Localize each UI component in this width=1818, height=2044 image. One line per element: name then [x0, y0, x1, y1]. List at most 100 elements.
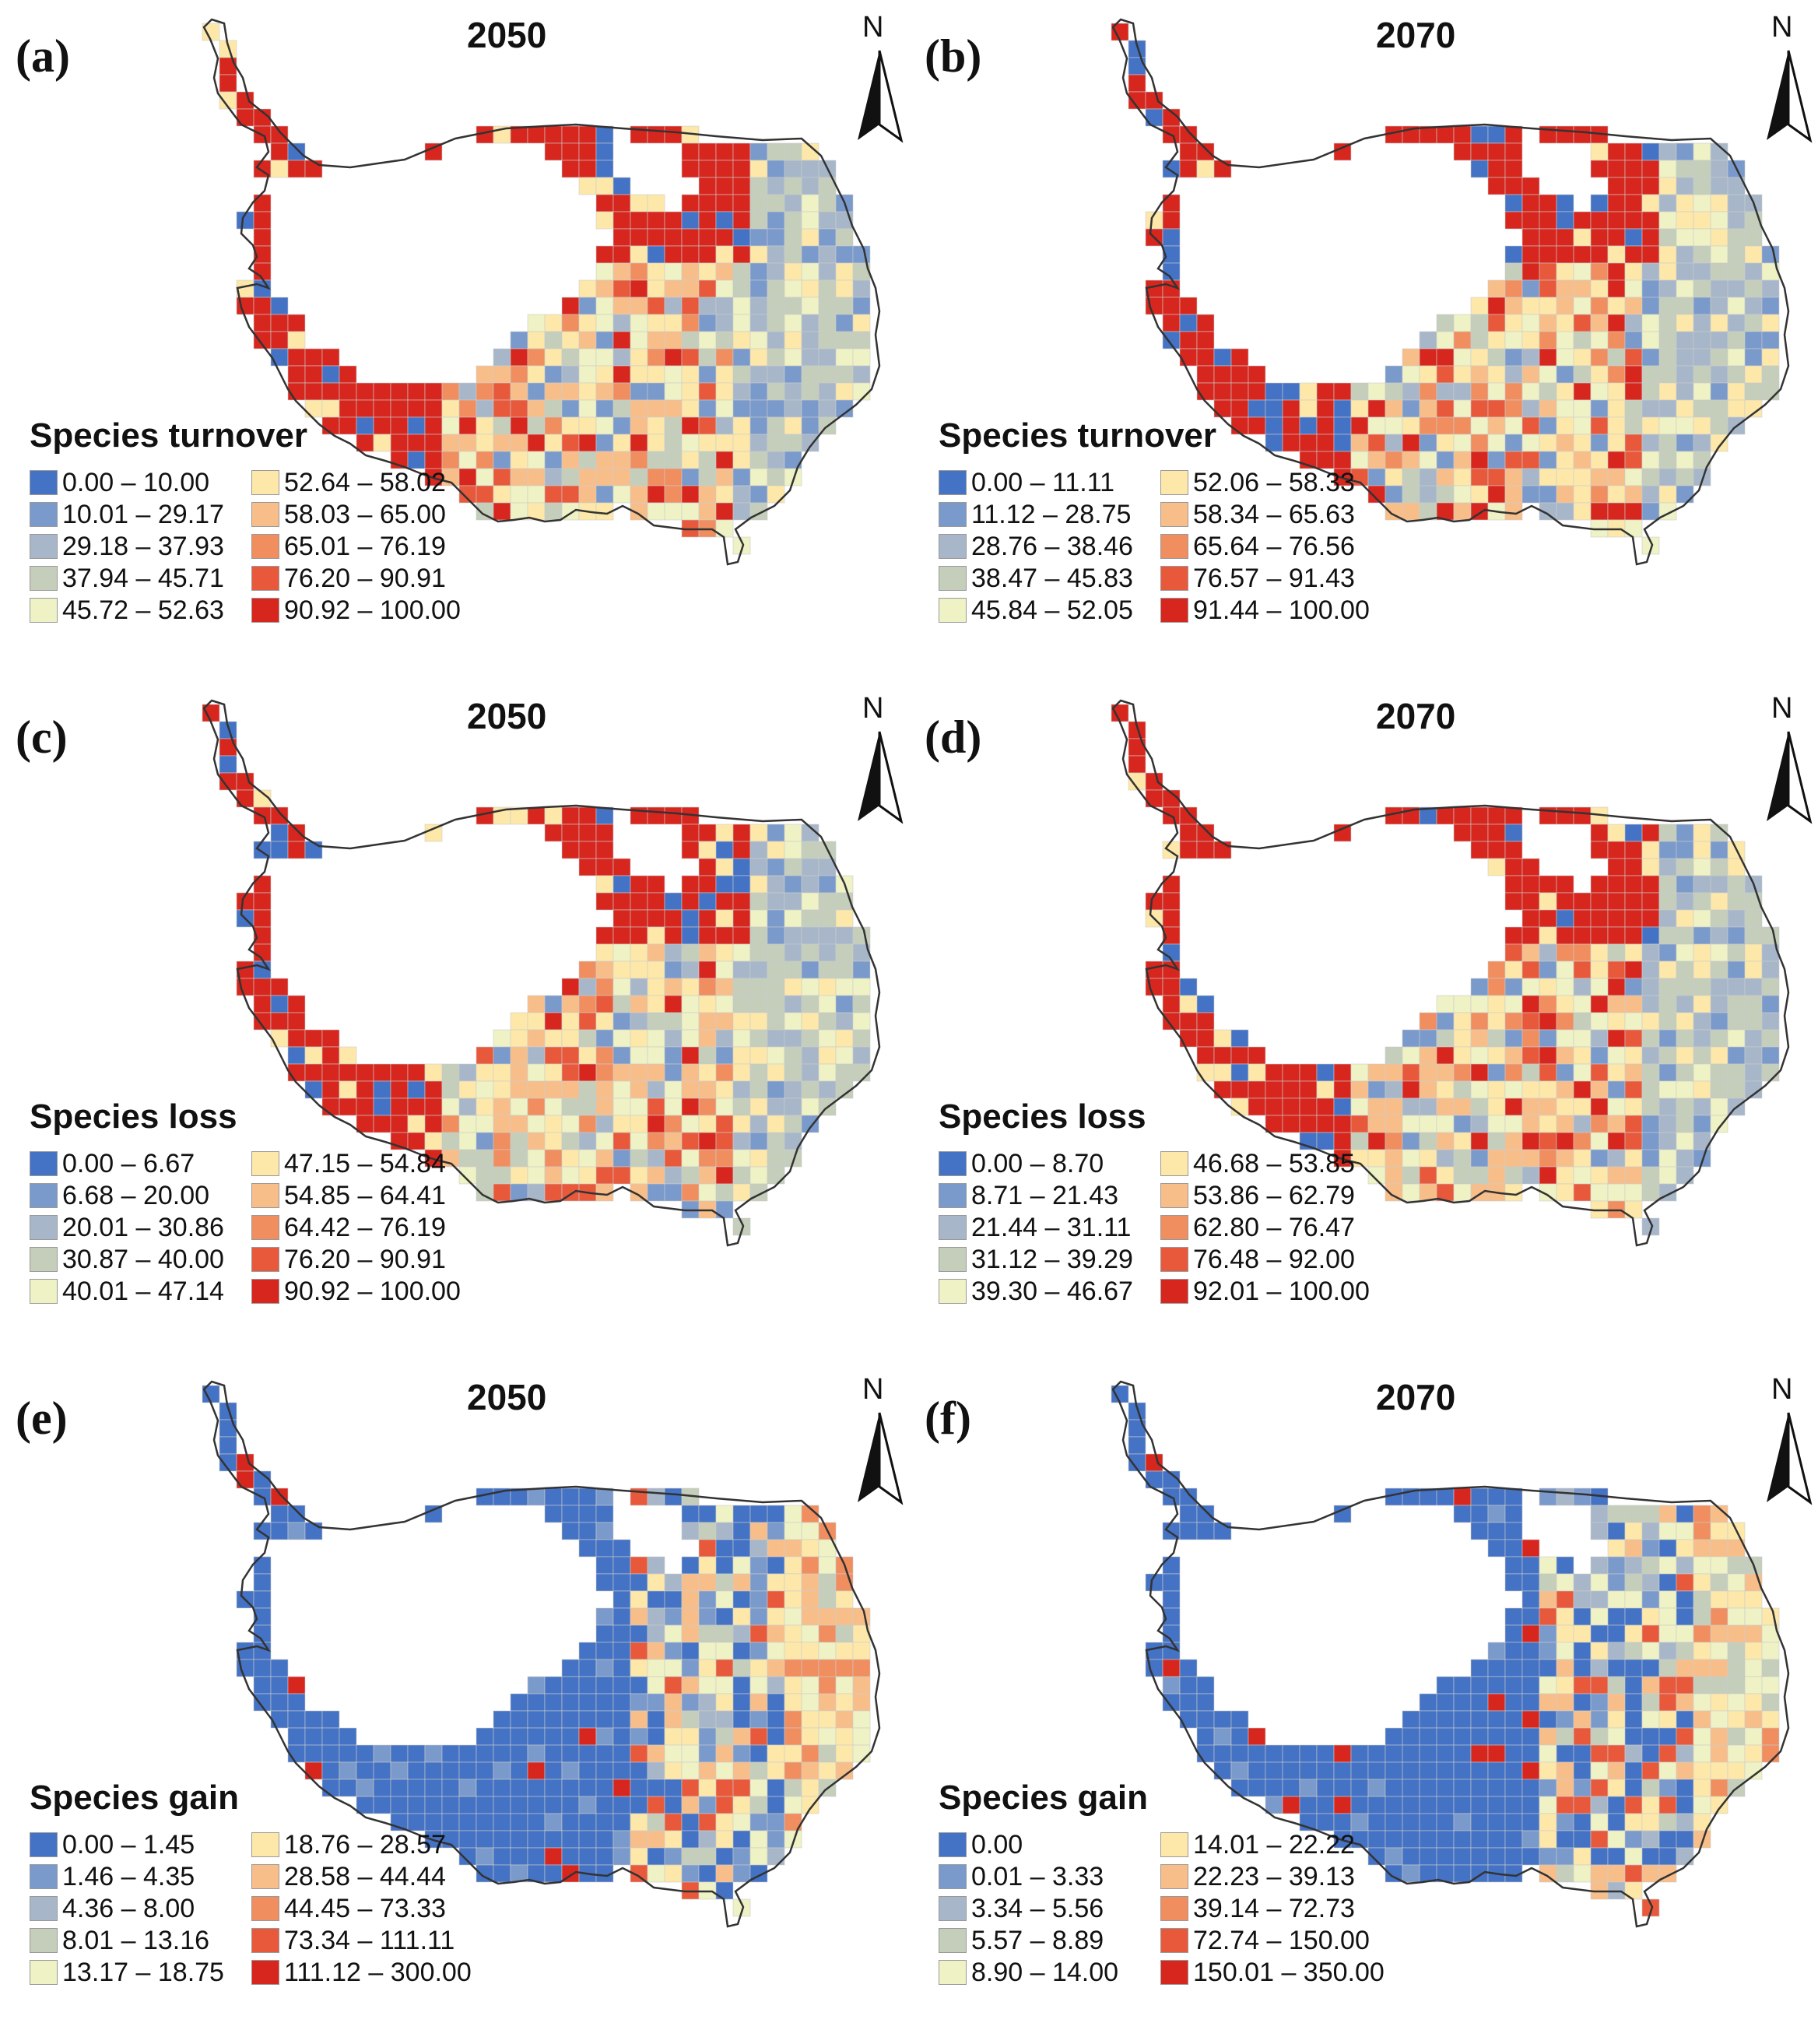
map-cell [681, 1098, 700, 1116]
map-cell [1402, 416, 1420, 435]
map-cell [356, 434, 374, 452]
map-cell [1179, 348, 1198, 367]
legend-label: 3.34 – 5.56 [971, 1893, 1104, 1923]
map-cell [612, 1847, 631, 1866]
map-cell [664, 995, 683, 1013]
map-cell [1213, 1046, 1232, 1065]
map-cell [1658, 1796, 1677, 1814]
map-cell [767, 995, 785, 1013]
map-cell [1453, 1115, 1472, 1133]
map-cell [1693, 1590, 1711, 1609]
map-cell [1539, 1046, 1557, 1065]
map-cell [1504, 1642, 1523, 1660]
map-cell [1624, 943, 1643, 962]
map-cell [1436, 1744, 1455, 1763]
map-cell [1504, 1710, 1523, 1729]
map-cell [1607, 978, 1626, 996]
map-cell [1128, 1419, 1146, 1438]
map-cell [1556, 1864, 1574, 1883]
map-cell [1470, 1132, 1489, 1150]
map-cell [1607, 468, 1626, 486]
map-cell [698, 1505, 717, 1523]
legend-swatch [251, 534, 279, 559]
map-cell [390, 1761, 409, 1780]
map-cell [784, 892, 802, 911]
map-cell [647, 1115, 665, 1133]
map-cell [270, 1710, 289, 1729]
map-cell [1504, 194, 1523, 212]
map-cell [1573, 1166, 1592, 1185]
map-cell [818, 1761, 837, 1780]
map-cell [1556, 978, 1574, 996]
map-cell [1453, 995, 1472, 1013]
map-cell [287, 331, 306, 349]
map-cell [1402, 1744, 1420, 1763]
map-cell [1179, 1693, 1198, 1712]
map-cell [304, 1761, 323, 1780]
map-cell [681, 142, 700, 161]
map-cell [1556, 245, 1574, 264]
map-cell [1761, 1676, 1780, 1695]
map-cell [749, 365, 768, 384]
map-cell [715, 262, 734, 281]
map-cell [1367, 451, 1386, 469]
map-cell [818, 297, 837, 315]
map-cell [835, 245, 854, 264]
map-cell [647, 365, 665, 384]
map-cell [1676, 1149, 1694, 1168]
map-cell [1504, 1080, 1523, 1099]
map-cell [612, 1813, 631, 1832]
map-cell [1761, 1046, 1780, 1065]
map-cell [612, 875, 631, 894]
map-cell [1624, 995, 1643, 1013]
map-cell [1727, 1710, 1746, 1729]
map-cell [595, 1659, 614, 1677]
map-cell [784, 1710, 802, 1729]
map-cell [1316, 399, 1335, 418]
map-cell [801, 995, 820, 1013]
map-cell [664, 262, 683, 281]
map-cell [1693, 194, 1711, 212]
map-cell [612, 1761, 631, 1780]
legend-swatch [939, 1279, 967, 1304]
map-cell [287, 1046, 306, 1065]
map-cell [1693, 858, 1711, 876]
map-cell [527, 1098, 546, 1116]
legend-label: 92.01 – 100.00 [1193, 1276, 1370, 1306]
map-cell [1727, 995, 1746, 1013]
map-cell [732, 279, 751, 298]
map-cell [321, 1761, 340, 1780]
map-cell [424, 382, 443, 401]
legend-item: 58.03 – 65.00 [251, 499, 446, 530]
map-cell [852, 961, 871, 979]
map-cell [1350, 1813, 1369, 1832]
map-cell [1658, 1779, 1677, 1797]
map-cell [1607, 1522, 1626, 1540]
map-cell [681, 160, 700, 178]
map-cell [1453, 434, 1472, 452]
map-cell [236, 1453, 254, 1472]
map-cell [1641, 1115, 1660, 1133]
species-turnover-map [202, 18, 904, 566]
map-cell [664, 1115, 683, 1133]
map-cell [1145, 789, 1163, 808]
map-cell [784, 1539, 802, 1558]
legend-label: 76.20 – 90.91 [284, 563, 446, 593]
map-cell [1590, 331, 1609, 349]
legend-swatch [30, 1896, 58, 1921]
map-cell [681, 1761, 700, 1780]
map-cell [1487, 1676, 1506, 1695]
map-cell [1419, 1063, 1437, 1082]
map-cell [544, 1487, 563, 1506]
map-cell [253, 228, 272, 247]
map-cell [698, 1063, 717, 1082]
map-cell [1539, 314, 1557, 332]
map-cell [1761, 978, 1780, 996]
legend-swatch [939, 1960, 967, 1985]
map-cell [1453, 1029, 1472, 1048]
legend-label: 0.00 – 6.67 [62, 1148, 195, 1178]
map-cell [749, 1830, 768, 1849]
map-cell [681, 1132, 700, 1150]
map-cell [1761, 365, 1780, 384]
map-cell [698, 1710, 717, 1729]
